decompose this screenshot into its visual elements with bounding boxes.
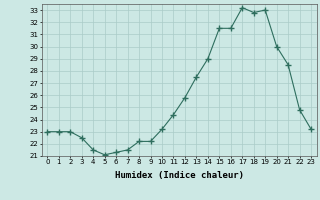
X-axis label: Humidex (Indice chaleur): Humidex (Indice chaleur) bbox=[115, 171, 244, 180]
